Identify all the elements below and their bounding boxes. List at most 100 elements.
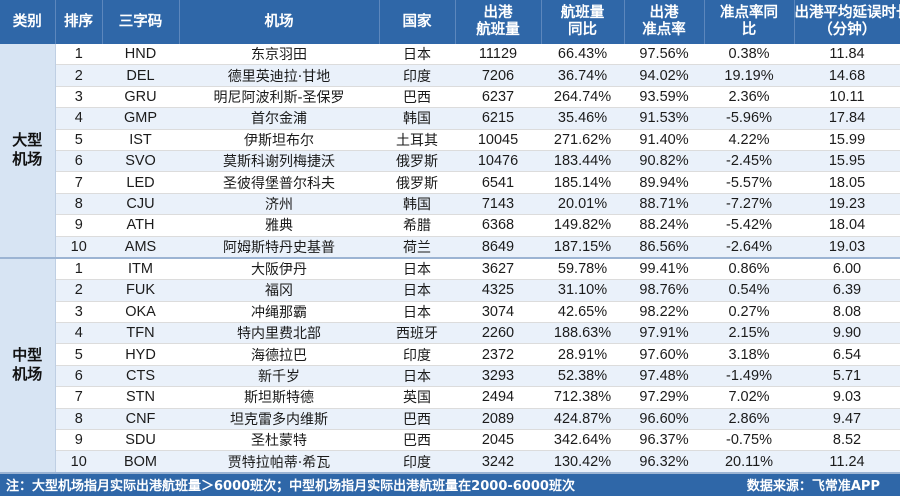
yoy-cell: 271.62% [541, 129, 624, 151]
departures-cell: 2045 [455, 429, 541, 452]
departures-cell: 2089 [455, 408, 541, 431]
otp-yoy-cell: 2.36% [704, 86, 794, 109]
yoy-cell: 342.64% [541, 429, 624, 452]
rank-cell: 10 [55, 450, 102, 474]
header-rank: 排序 [55, 0, 103, 44]
otp-cell: 94.02% [624, 64, 704, 87]
header-country: 国家 [379, 0, 456, 44]
otp-yoy-cell: -5.96% [704, 107, 794, 130]
code-cell: CJU [102, 193, 179, 216]
country-cell: 巴西 [379, 429, 455, 452]
otp-cell: 90.82% [624, 150, 704, 173]
table-row: 中型 机场 1 ITM 大阪伊丹 日本 3627 59.78% 99.41% 0.86% 6.00 [0, 257, 900, 474]
otp-cell: 97.91% [624, 322, 704, 345]
yoy-cell: 185.14% [541, 171, 624, 194]
otp-cell: 91.40% [624, 129, 704, 151]
delay-cell: 10.11 [794, 86, 900, 109]
airport-cell: 福冈 [179, 279, 379, 302]
rank-cell: 3 [55, 86, 102, 109]
airport-cell: 冲绳那霸 [179, 301, 379, 324]
rank-cell: 6 [55, 365, 102, 388]
country-cell: 英国 [379, 386, 455, 409]
footer-row: 注：大型机场指月实际出港航班量＞6000班次；中型机场指月实际出港航班量在200… [0, 472, 900, 496]
country-cell: 日本 [379, 365, 455, 388]
departures-cell: 3293 [455, 365, 541, 388]
code-cell: GRU [102, 86, 179, 109]
airport-cell: 明尼阿波利斯-圣保罗 [179, 86, 379, 109]
departures-cell: 10476 [455, 150, 541, 173]
otp-cell: 96.37% [624, 429, 704, 452]
country-cell: 韩国 [379, 193, 455, 216]
code-cell: SDU [102, 429, 179, 452]
code-cell: TFN [102, 322, 179, 345]
airport-cell: 伊斯坦布尔 [179, 129, 379, 151]
airport-cell: 济州 [179, 193, 379, 216]
table-row: 8 CJU 济州 韩国 7143 20.01% 88.71% -7.27% 19.23 [0, 193, 900, 216]
yoy-cell: 149.82% [541, 214, 624, 237]
table-row: 9 ATH 雅典 希腊 6368 149.82% 88.24% -5.42% 18.04 [0, 214, 900, 237]
delay-cell: 9.03 [794, 386, 900, 409]
yoy-cell: 20.01% [541, 193, 624, 216]
yoy-cell: 31.10% [541, 279, 624, 302]
yoy-cell: 130.42% [541, 450, 624, 474]
otp-yoy-cell: 20.11% [704, 450, 794, 474]
country-cell: 俄罗斯 [379, 150, 455, 173]
table-body: 大型 机场 1 HND 东京羽田 日本 11129 66.43% 97.56% 0.38% 11.8… [0, 44, 900, 474]
rank-cell: 2 [55, 64, 102, 87]
code-cell: ITM [102, 257, 179, 281]
departures-cell: 3074 [455, 301, 541, 324]
otp-cell: 97.48% [624, 365, 704, 388]
code-cell: CNF [102, 408, 179, 431]
otp-yoy-cell: -2.64% [704, 236, 794, 259]
table-row: 7 STN 斯坦斯特德 英国 2494 712.38% 97.29% 7.02% 9.03 [0, 386, 900, 409]
code-cell: AMS [102, 236, 179, 259]
header-category: 类别 [0, 0, 56, 44]
otp-yoy-cell: -7.27% [704, 193, 794, 216]
delay-cell: 19.03 [794, 236, 900, 259]
country-cell: 日本 [379, 257, 455, 281]
code-cell: BOM [102, 450, 179, 474]
country-cell: 日本 [379, 279, 455, 302]
otp-cell: 89.94% [624, 171, 704, 194]
table-row: 3 OKA 冲绳那霸 日本 3074 42.65% 98.22% 0.27% 8.08 [0, 301, 900, 324]
table-row: 2 FUK 福冈 日本 4325 31.10% 98.76% 0.54% 6.39 [0, 279, 900, 302]
table-row: 4 TFN 特内里费北部 西班牙 2260 188.63% 97.91% 2.15% 9.90 [0, 322, 900, 345]
country-cell: 西班牙 [379, 322, 455, 345]
yoy-cell: 183.44% [541, 150, 624, 173]
airport-cell: 斯坦斯特德 [179, 386, 379, 409]
country-cell: 韩国 [379, 107, 455, 130]
otp-yoy-cell: 3.18% [704, 343, 794, 366]
otp-cell: 93.59% [624, 86, 704, 109]
yoy-cell: 59.78% [541, 257, 624, 281]
table-row: 6 CTS 新千岁 日本 3293 52.38% 97.48% -1.49% 5.71 [0, 365, 900, 388]
otp-yoy-cell: -5.57% [704, 171, 794, 194]
footer-source: 数据来源：飞常准APP [746, 479, 880, 495]
yoy-cell: 424.87% [541, 408, 624, 431]
yoy-cell: 28.91% [541, 343, 624, 366]
yoy-cell: 187.15% [541, 236, 624, 259]
otp-cell: 98.76% [624, 279, 704, 302]
yoy-cell: 42.65% [541, 301, 624, 324]
otp-cell: 88.24% [624, 214, 704, 237]
delay-cell: 19.23 [794, 193, 900, 216]
header-yoy: 航班量 同比 [541, 0, 625, 44]
airport-cell: 圣彼得堡普尔科夫 [179, 171, 379, 194]
departures-cell: 2494 [455, 386, 541, 409]
delay-cell: 11.24 [794, 450, 900, 474]
delay-cell: 6.00 [794, 257, 900, 281]
otp-cell: 88.71% [624, 193, 704, 216]
rank-cell: 1 [55, 257, 102, 281]
otp-cell: 96.32% [624, 450, 704, 474]
rank-cell: 4 [55, 322, 102, 345]
table-row: 5 IST 伊斯坦布尔 土耳其 10045 271.62% 91.40% 4.22% 15.99 [0, 129, 900, 151]
airport-cell: 大阪伊丹 [179, 257, 379, 281]
rank-cell: 5 [55, 343, 102, 366]
table-row: 3 GRU 明尼阿波利斯-圣保罗 巴西 6237 264.74% 93.59% 2.36% 10… [0, 86, 900, 109]
otp-cell: 91.53% [624, 107, 704, 130]
rank-cell: 7 [55, 386, 102, 409]
otp-cell: 98.22% [624, 301, 704, 324]
rank-cell: 9 [55, 429, 102, 452]
departures-cell: 6541 [455, 171, 541, 194]
country-cell: 日本 [379, 44, 455, 66]
code-cell: IST [102, 129, 179, 151]
